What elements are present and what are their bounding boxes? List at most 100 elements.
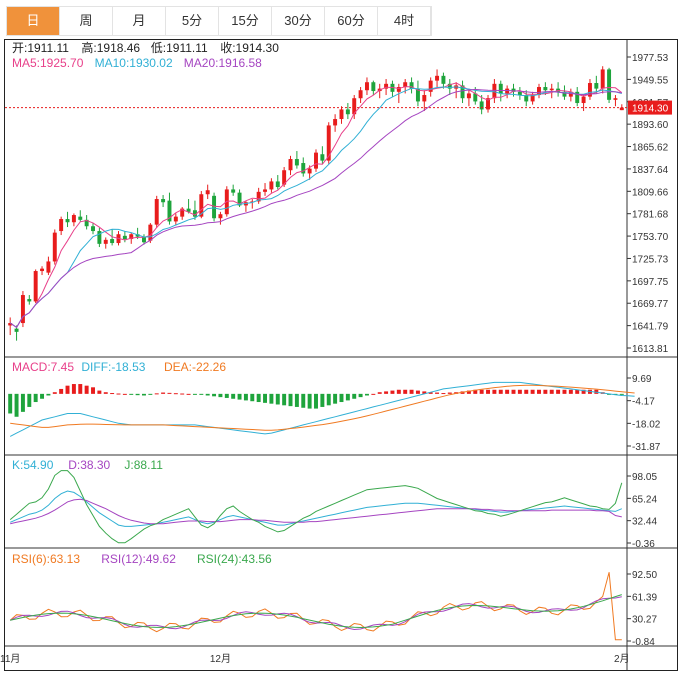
candle-79 [511, 88, 516, 92]
macd-bar-25 [167, 392, 172, 394]
kdj-j-line [9, 470, 623, 544]
macd-bar-85 [549, 389, 554, 394]
macd-bar-45 [294, 393, 299, 407]
macd-bar-65 [422, 391, 427, 394]
macd-bar-17 [116, 393, 121, 395]
candle-81 [524, 95, 529, 102]
candle-7 [52, 232, 57, 262]
price-axis-tick-label-11: 1669.77 [632, 299, 669, 310]
candle-40 [263, 189, 268, 192]
ma20-line [9, 88, 622, 329]
price-axis-tick-label-4: 1865.62 [632, 143, 669, 154]
macd-bar-1 [14, 393, 19, 417]
kdj-axis-tick-label-1: 65.24 [632, 494, 657, 505]
macd-bar-2 [20, 393, 25, 412]
macd-bar-47 [307, 393, 312, 409]
candle-67 [435, 75, 440, 81]
candle-48 [314, 152, 318, 169]
ma-legend-2: MA20:1916.58 [184, 56, 262, 70]
candle-38 [250, 201, 255, 203]
price-axis-tick-label-5: 1837.64 [632, 165, 669, 176]
candle-30 [199, 194, 204, 217]
candle-42 [275, 181, 280, 188]
price-axis-tick-label-7: 1781.68 [632, 210, 669, 221]
candle-85 [549, 88, 554, 91]
candle-82 [530, 95, 535, 102]
macd-bar-26 [173, 393, 178, 395]
last-price-tag [628, 100, 672, 115]
candle-43 [282, 170, 287, 185]
candle-95 [613, 98, 618, 100]
candle-0 [8, 323, 13, 326]
macd-bar-52 [339, 393, 344, 403]
macd-bar-61 [396, 389, 401, 394]
tab-5min[interactable]: 5分 [166, 7, 219, 35]
tab-week[interactable]: 周 [60, 7, 113, 35]
kdj-legend-2: J:88.11 [124, 458, 163, 472]
macd-axis-tick-label-3: -31.87 [632, 442, 661, 453]
candle-22 [148, 224, 153, 241]
candle-78 [505, 88, 510, 94]
macd-bar-29 [192, 393, 197, 395]
candle-47 [307, 168, 312, 174]
macd-bar-90 [581, 389, 586, 394]
candle-18 [122, 235, 127, 240]
candle-74 [479, 101, 484, 110]
macd-bar-84 [543, 389, 548, 394]
macd-bar-40 [263, 393, 268, 403]
macd-bar-42 [275, 393, 280, 405]
macd-bar-11 [78, 384, 83, 394]
candle-13 [91, 226, 95, 232]
macd-bar-28 [186, 393, 191, 395]
candle-59 [384, 83, 389, 89]
candle-64 [415, 88, 420, 102]
candle-9 [65, 219, 70, 223]
macd-bar-32 [212, 393, 217, 397]
candle-2 [20, 295, 25, 324]
candle-54 [352, 98, 357, 115]
macd-bar-24 [161, 392, 166, 394]
tab-30min[interactable]: 30分 [272, 7, 325, 35]
macd-bar-21 [142, 393, 146, 396]
macd-bar-0 [8, 393, 13, 414]
candle-5 [40, 268, 45, 272]
tab-60min[interactable]: 60分 [325, 7, 378, 35]
candle-46 [301, 163, 306, 174]
candle-49 [320, 154, 325, 161]
macd-bar-56 [364, 393, 369, 396]
macd-bar-58 [377, 392, 382, 394]
rsi-axis-tick-label-0: 92.50 [632, 570, 657, 581]
ma-legend-1: MA10:1930.02 [95, 56, 173, 70]
macd-bar-31 [205, 393, 210, 396]
tab-day[interactable]: 日 [7, 7, 60, 35]
rsi-axis-tick-label-2: 30.27 [632, 615, 657, 626]
macd-bar-62 [403, 389, 408, 394]
macd-bar-20 [135, 393, 140, 396]
candle-16 [110, 239, 115, 244]
macd-axis-tick-label-2: -18.02 [632, 419, 661, 430]
price-axis-tick-label-6: 1809.66 [632, 187, 669, 198]
candle-52 [339, 109, 344, 120]
macd-bar-44 [288, 393, 293, 407]
tab-15min[interactable]: 15分 [219, 7, 272, 35]
macd-legend-0: MACD:7.45 [12, 360, 74, 374]
candle-36 [237, 192, 242, 206]
tab-4h[interactable]: 4时 [378, 7, 431, 35]
macd-bar-81 [524, 389, 529, 394]
macd-bar-78 [505, 389, 510, 394]
macd-bar-55 [358, 393, 363, 398]
candle-51 [333, 119, 338, 126]
candle-55 [358, 90, 363, 99]
macd-bar-59 [384, 391, 389, 394]
macd-bar-86 [556, 389, 561, 394]
tab-month[interactable]: 月 [113, 7, 166, 35]
candle-23 [154, 199, 159, 225]
macd-bar-83 [537, 389, 541, 394]
candle-39 [256, 191, 261, 202]
price-axis-tick-label-1: 1949.55 [632, 75, 669, 86]
macd-bar-51 [333, 393, 338, 404]
candle-24 [161, 199, 166, 203]
macd-diff-line [9, 381, 635, 437]
macd-bar-3 [27, 393, 32, 407]
